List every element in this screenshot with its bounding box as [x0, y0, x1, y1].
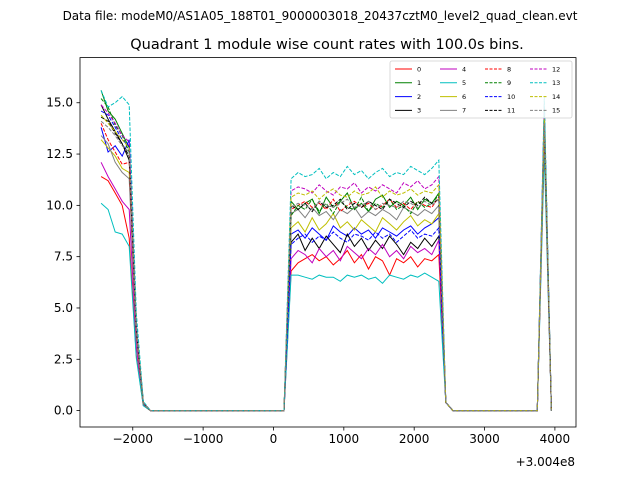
- legend-label-4: 4: [462, 65, 466, 73]
- axes: −2000 −1000 0 1000 2000 3000 4000 0.0 2.5 5.0 7.5 1…: [46, 57, 577, 446]
- series-line-4: [100, 139, 552, 412]
- x-tick-label: 4000: [540, 432, 571, 446]
- series-line-15: [100, 120, 552, 412]
- series-line-0: [100, 127, 552, 412]
- legend-label-8: 8: [507, 65, 511, 73]
- legend-label-9: 9: [507, 79, 511, 87]
- series-line-6: [100, 123, 552, 412]
- legend-label-11: 11: [507, 107, 515, 115]
- y-tick-label: 10.0: [46, 198, 73, 212]
- legend-label-10: 10: [507, 93, 515, 101]
- y-tick-label: 12.5: [46, 147, 73, 161]
- series-line-14: [100, 114, 552, 412]
- legend-label-1: 1: [417, 79, 421, 87]
- series-line-9: [100, 98, 552, 412]
- legend-label-12: 12: [552, 65, 560, 73]
- series-line-2: [100, 115, 552, 412]
- x-tick-label: −2000: [112, 432, 153, 446]
- series-line-7: [100, 133, 552, 412]
- series-line-3: [100, 104, 552, 412]
- legend-label-2: 2: [417, 93, 421, 101]
- x-tick-label: 0: [270, 432, 278, 446]
- x-offset-label: +3.004e8: [516, 455, 575, 469]
- legend-label-7: 7: [462, 107, 466, 115]
- legend-frame: [389, 60, 573, 119]
- series-line-13: [100, 90, 552, 412]
- x-tick-label: 2000: [399, 432, 430, 446]
- legend-label-6: 6: [462, 93, 466, 101]
- y-tick-label: 5.0: [54, 301, 73, 315]
- series-line-1: [100, 90, 552, 412]
- series-line-11: [100, 116, 552, 412]
- x-tick-label: 3000: [469, 432, 500, 446]
- legend-label-14: 14: [552, 93, 560, 101]
- series-line-8: [100, 123, 552, 412]
- legend-label-3: 3: [417, 107, 421, 115]
- x-tick-label: 1000: [329, 432, 360, 446]
- legend-label-5: 5: [462, 79, 466, 87]
- chart-subtitle: Data file: modeM0/AS1A05_188T01_90000030…: [63, 9, 578, 23]
- x-tick-label: −1000: [183, 432, 224, 446]
- y-tick-label: 2.5: [54, 352, 73, 366]
- legend-label-0: 0: [417, 65, 421, 73]
- chart-title: Quadrant 1 module wise count rates with …: [130, 37, 524, 53]
- legend-label-15: 15: [552, 107, 560, 115]
- axes-frame: [79, 57, 577, 428]
- plot-area: [100, 90, 552, 412]
- y-tick-label: 0.0: [54, 404, 73, 418]
- y-tick-label: 15.0: [46, 96, 73, 110]
- legend-label-13: 13: [552, 79, 560, 87]
- y-tick-label: 7.5: [54, 250, 73, 264]
- series-line-10: [100, 110, 552, 412]
